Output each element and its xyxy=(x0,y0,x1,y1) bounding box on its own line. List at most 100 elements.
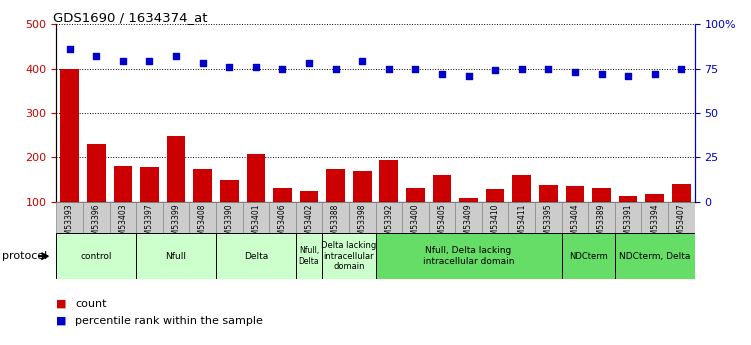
Bar xyxy=(189,202,216,233)
Point xyxy=(303,60,315,66)
Text: GSM53408: GSM53408 xyxy=(198,204,207,245)
Bar xyxy=(269,202,296,233)
Bar xyxy=(588,202,615,233)
Bar xyxy=(376,233,562,279)
Point xyxy=(276,66,288,71)
Bar xyxy=(113,166,132,246)
Text: GSM53391: GSM53391 xyxy=(623,204,632,245)
Point xyxy=(436,71,448,77)
Bar xyxy=(562,233,615,279)
Bar xyxy=(273,188,291,246)
Bar xyxy=(619,197,638,246)
Bar xyxy=(376,202,402,233)
Bar xyxy=(296,202,322,233)
Text: GSM53401: GSM53401 xyxy=(252,204,261,245)
Bar xyxy=(460,198,478,246)
Point xyxy=(409,66,421,71)
Text: GSM53392: GSM53392 xyxy=(385,204,394,245)
Text: GSM53404: GSM53404 xyxy=(571,204,580,245)
Point xyxy=(383,66,395,71)
Text: GSM53390: GSM53390 xyxy=(225,204,234,245)
Bar xyxy=(433,175,451,246)
Bar xyxy=(349,202,376,233)
Bar xyxy=(193,168,212,246)
Bar xyxy=(216,233,296,279)
Point xyxy=(117,59,129,64)
Text: control: control xyxy=(80,252,112,261)
Point xyxy=(170,53,182,59)
Text: count: count xyxy=(75,299,107,308)
Text: GSM53405: GSM53405 xyxy=(438,204,447,245)
Point xyxy=(516,66,528,71)
Text: GSM53388: GSM53388 xyxy=(331,204,340,245)
Point xyxy=(542,66,554,71)
Text: protocol: protocol xyxy=(2,251,47,261)
Point xyxy=(356,59,368,64)
Bar xyxy=(645,194,664,246)
Bar xyxy=(167,136,185,246)
Bar xyxy=(512,175,531,246)
Point xyxy=(463,73,475,78)
Text: GSM53411: GSM53411 xyxy=(517,204,526,245)
Bar xyxy=(56,202,83,233)
Bar xyxy=(87,144,106,246)
Bar xyxy=(216,202,243,233)
Bar xyxy=(83,202,110,233)
Bar xyxy=(668,202,695,233)
Point xyxy=(622,73,634,78)
Bar xyxy=(566,186,584,246)
Text: GSM53406: GSM53406 xyxy=(278,204,287,245)
Text: NDCterm: NDCterm xyxy=(569,252,608,261)
Bar xyxy=(535,202,562,233)
Text: GSM53409: GSM53409 xyxy=(464,204,473,245)
Bar xyxy=(110,202,136,233)
Bar xyxy=(379,160,398,246)
Text: GDS1690 / 1634374_at: GDS1690 / 1634374_at xyxy=(53,11,207,24)
Text: GSM53396: GSM53396 xyxy=(92,204,101,245)
Text: GSM53399: GSM53399 xyxy=(171,204,180,245)
Text: GSM53402: GSM53402 xyxy=(304,204,313,245)
Bar xyxy=(163,202,189,233)
Bar xyxy=(562,202,588,233)
Text: ■: ■ xyxy=(56,316,67,326)
Bar xyxy=(136,233,216,279)
Text: ■: ■ xyxy=(56,299,67,308)
Bar xyxy=(243,202,269,233)
Point xyxy=(569,69,581,75)
Point xyxy=(649,71,661,77)
Bar xyxy=(672,184,691,246)
Bar xyxy=(402,202,429,233)
Text: percentile rank within the sample: percentile rank within the sample xyxy=(75,316,263,326)
Text: GSM53410: GSM53410 xyxy=(490,204,499,245)
Text: Nfull, Delta lacking
intracellular domain: Nfull, Delta lacking intracellular domai… xyxy=(423,246,514,266)
Text: GSM53400: GSM53400 xyxy=(411,204,420,245)
Bar xyxy=(482,202,508,233)
Point xyxy=(90,53,102,59)
Text: GSM53397: GSM53397 xyxy=(145,204,154,245)
Bar xyxy=(326,168,345,246)
Text: GSM53407: GSM53407 xyxy=(677,204,686,245)
Point xyxy=(596,71,608,77)
Point xyxy=(223,64,235,70)
Bar xyxy=(300,191,318,246)
Bar xyxy=(246,154,265,246)
Text: GSM53394: GSM53394 xyxy=(650,204,659,245)
Point xyxy=(675,66,687,71)
Bar xyxy=(539,185,558,246)
Bar xyxy=(322,233,376,279)
Bar xyxy=(60,69,79,246)
Bar xyxy=(455,202,482,233)
Bar xyxy=(136,202,163,233)
Text: GSM53393: GSM53393 xyxy=(65,204,74,245)
Bar xyxy=(615,202,641,233)
Text: GSM53389: GSM53389 xyxy=(597,204,606,245)
Bar xyxy=(486,189,505,246)
Point xyxy=(330,66,342,71)
Text: Nfull: Nfull xyxy=(165,252,186,261)
Bar xyxy=(593,188,611,246)
Bar xyxy=(353,171,372,246)
Point xyxy=(64,46,76,52)
Bar xyxy=(406,188,425,246)
Bar xyxy=(429,202,455,233)
Text: NDCterm, Delta: NDCterm, Delta xyxy=(619,252,690,261)
